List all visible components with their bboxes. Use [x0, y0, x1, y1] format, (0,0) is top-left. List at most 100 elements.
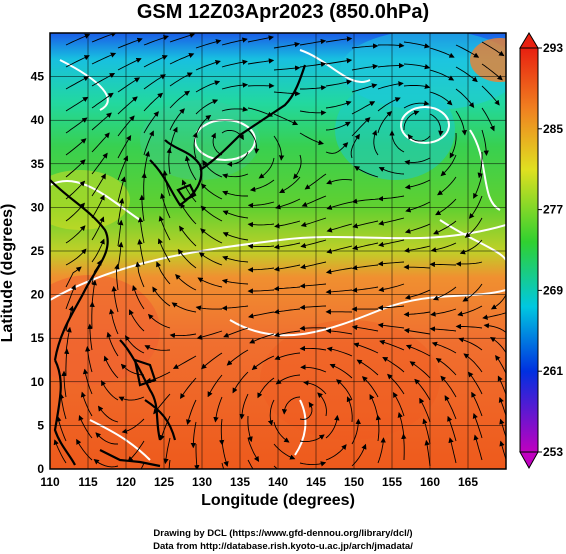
y-axis-label: Latitude (degrees) [0, 203, 16, 343]
streamline [482, 312, 506, 320]
streamline [481, 41, 505, 57]
streamline [325, 57, 353, 65]
streamline [325, 328, 353, 335]
streamline [301, 195, 327, 207]
streamline [403, 41, 430, 49]
streamline [221, 440, 229, 467]
streamline [455, 323, 483, 330]
streamline [61, 370, 67, 398]
streamline [273, 443, 296, 460]
streamline [184, 155, 197, 181]
streamline [508, 268, 516, 290]
streamline [221, 305, 249, 311]
streamline [273, 135, 285, 161]
streamline [414, 378, 431, 401]
streamline [222, 173, 249, 179]
streamline [378, 239, 405, 248]
streamline [273, 242, 301, 250]
streamline [249, 179, 275, 192]
y-axis-ticks: 0 5 10 15 20 25 30 35 40 45 [31, 70, 45, 476]
streamline [473, 434, 483, 461]
streamline [457, 305, 483, 317]
streamline [179, 225, 197, 247]
streamline [132, 285, 145, 310]
x-tick-label: 130 [192, 475, 212, 489]
streamline [481, 85, 500, 106]
streamline [429, 69, 455, 81]
streamline [377, 110, 393, 134]
x-tick-label: 110 [40, 475, 60, 489]
streamline [300, 239, 327, 249]
streamline [247, 221, 275, 228]
y-tick-label: 25 [31, 244, 45, 258]
streamline [226, 349, 249, 366]
streamline [65, 225, 86, 244]
streamline [275, 198, 301, 210]
streamline [299, 283, 327, 289]
streamline [222, 190, 248, 197]
streamline [273, 65, 301, 71]
streamline [248, 311, 275, 319]
streamline [435, 358, 457, 376]
streamline [78, 414, 93, 439]
streamline [103, 355, 119, 379]
streamline [495, 354, 506, 375]
streamline [403, 83, 431, 89]
streamline [56, 415, 67, 442]
streamline [429, 47, 455, 58]
streamline [429, 326, 457, 332]
streamline [137, 216, 145, 244]
streamline [351, 101, 376, 115]
streamline [477, 152, 483, 179]
streamline [117, 37, 143, 49]
x-tick-label: 145 [306, 475, 326, 489]
streamline [354, 165, 379, 178]
streamline [455, 44, 480, 58]
streamline [129, 309, 145, 332]
streamline [299, 132, 324, 146]
streamline [169, 72, 193, 87]
streamline [80, 391, 93, 417]
streamline [432, 286, 457, 301]
streamline [350, 133, 360, 159]
streamline [91, 52, 117, 65]
streamline [300, 217, 327, 228]
streamline [335, 379, 353, 401]
streamline [76, 438, 93, 461]
streamline [247, 58, 275, 65]
streamline [499, 418, 506, 439]
streamline [143, 111, 159, 134]
streamline [459, 239, 483, 255]
streamline [440, 375, 457, 398]
streamline [152, 286, 171, 307]
streamline [222, 210, 249, 219]
streamline [449, 132, 457, 159]
streamline [378, 283, 405, 293]
streamline [473, 173, 483, 199]
streamline [458, 337, 483, 351]
streamline [111, 285, 119, 313]
streamline [447, 415, 457, 442]
streamline [118, 396, 145, 402]
streamline [377, 195, 405, 202]
streamline [213, 396, 223, 423]
streamline [293, 154, 302, 180]
streamline [218, 418, 225, 446]
x-tick-label: 160 [420, 475, 440, 489]
streamline [346, 396, 353, 423]
streamline [267, 399, 275, 426]
streamline [481, 129, 489, 156]
streamline [467, 371, 483, 395]
streamline [95, 432, 118, 445]
streamline [275, 374, 301, 385]
streamline [325, 79, 352, 87]
streamline [498, 396, 506, 418]
colorbar-tick-label: 261 [543, 364, 563, 378]
streamline [247, 437, 260, 462]
streamline [65, 76, 90, 90]
streamline [143, 92, 164, 112]
streamline [195, 60, 221, 71]
streamline [464, 217, 483, 238]
streamline [221, 278, 249, 285]
streamline [300, 85, 327, 91]
